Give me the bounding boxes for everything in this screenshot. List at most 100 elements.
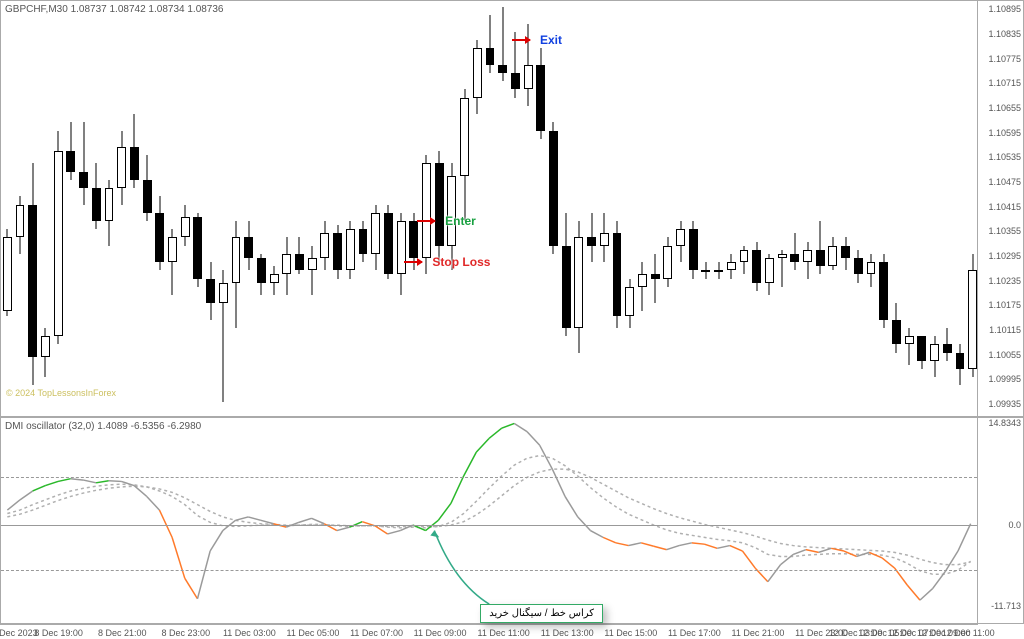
candle xyxy=(765,1,774,404)
candle xyxy=(727,1,736,404)
osc-y-tick: -11.713 xyxy=(991,601,1021,611)
candle xyxy=(409,1,418,404)
exit-annotation: Exit xyxy=(512,33,562,47)
x-tick-label: 8 Dec 23:00 xyxy=(162,628,211,638)
y-tick-label: 1.10775 xyxy=(988,54,1021,64)
candle xyxy=(193,1,202,404)
osc-y-tick: 14.8343 xyxy=(988,418,1021,428)
y-tick-label: 1.09935 xyxy=(988,399,1021,409)
exit-label: Exit xyxy=(540,33,562,47)
osc-y-tick: 0.0 xyxy=(1008,520,1021,530)
candle xyxy=(917,1,926,404)
candle xyxy=(244,1,253,404)
candle xyxy=(206,1,215,404)
candle xyxy=(397,1,406,404)
candle xyxy=(270,1,279,404)
candle xyxy=(956,1,965,404)
stop_loss-annotation: Stop Loss xyxy=(404,255,490,269)
oscillator-y-axis: 14.8343 0.0 -11.713 xyxy=(977,418,1023,623)
y-tick-label: 1.10055 xyxy=(988,350,1021,360)
candle xyxy=(105,1,114,404)
candle xyxy=(968,1,977,404)
enter-label: Enter xyxy=(445,214,476,228)
candle xyxy=(828,1,837,404)
x-tick-label: 11 Dec 03:00 xyxy=(223,628,276,638)
candle xyxy=(511,1,520,404)
time-axis: 8 Dec 20238 Dec 19:00 8 Dec 21:00 8 Dec 23… xyxy=(0,624,978,639)
candle xyxy=(232,1,241,404)
candle xyxy=(155,1,164,404)
candle xyxy=(28,1,37,404)
candle xyxy=(625,1,634,404)
candle xyxy=(130,1,139,404)
watermark-text: © 2024 TopLessonsInForex xyxy=(6,388,116,398)
candle xyxy=(92,1,101,404)
candle xyxy=(422,1,431,404)
candle xyxy=(143,1,152,404)
candle xyxy=(498,1,507,404)
candle xyxy=(905,1,914,404)
candle xyxy=(359,1,368,404)
candle xyxy=(778,1,787,404)
y-tick-label: 1.10295 xyxy=(988,251,1021,261)
x-tick-label: 8 Dec 21:00 xyxy=(98,628,147,638)
candle xyxy=(473,1,482,404)
candle xyxy=(740,1,749,404)
price-y-axis: 1.099351.099951.100551.101151.101751.102… xyxy=(977,1,1023,416)
candle xyxy=(613,1,622,404)
candle xyxy=(486,1,495,404)
x-tick-label: 11 Dec 11:00 xyxy=(478,628,530,638)
candle xyxy=(460,1,469,404)
candle xyxy=(282,1,291,404)
y-tick-label: 1.10355 xyxy=(988,226,1021,236)
oscillator-title: DMI oscillator (32,0) 1.4089 -6.5356 -6.… xyxy=(3,420,203,433)
y-tick-label: 1.10835 xyxy=(988,29,1021,39)
candle xyxy=(536,1,545,404)
y-tick-label: 1.09995 xyxy=(988,374,1021,384)
y-tick-label: 1.10475 xyxy=(988,177,1021,187)
candle xyxy=(943,1,952,404)
candle xyxy=(524,1,533,404)
candle xyxy=(41,1,50,404)
candle xyxy=(879,1,888,404)
y-tick-label: 1.10235 xyxy=(988,276,1021,286)
callout-pointer xyxy=(434,531,489,605)
candle xyxy=(3,1,12,404)
candle xyxy=(384,1,393,404)
y-tick-label: 1.10715 xyxy=(988,78,1021,88)
price-chart: GBPCHF,M30 1.08737 1.08742 1.08734 1.087… xyxy=(0,0,1024,417)
oscillator-plot-area[interactable]: کراس خط / سیگنال خرید xyxy=(1,418,977,609)
candle xyxy=(346,1,355,404)
candle xyxy=(257,1,266,404)
zero-line xyxy=(1,525,977,526)
candle xyxy=(168,1,177,404)
price-plot-area[interactable]: Exit Enter Stop Loss xyxy=(1,1,977,402)
x-tick-label: 8 Dec 19:00 xyxy=(34,628,83,638)
candle xyxy=(219,1,228,404)
x-tick-label: 11 Dec 05:00 xyxy=(287,628,340,638)
candle xyxy=(867,1,876,404)
candle xyxy=(295,1,304,404)
x-tick-label: 11 Dec 21:00 xyxy=(732,628,785,638)
candle xyxy=(435,1,444,404)
candle xyxy=(930,1,939,404)
y-tick-label: 1.10415 xyxy=(988,202,1021,212)
x-tick-label: 11 Dec 07:00 xyxy=(350,628,403,638)
candle xyxy=(600,1,609,404)
candle xyxy=(676,1,685,404)
candle xyxy=(892,1,901,404)
x-tick-label: 11 Dec 15:00 xyxy=(604,628,657,638)
ref-line xyxy=(1,477,977,478)
candle xyxy=(16,1,25,404)
candle xyxy=(587,1,596,404)
candle xyxy=(816,1,825,404)
arrow-icon xyxy=(417,220,435,222)
chart-title: GBPCHF,M30 1.08737 1.08742 1.08734 1.087… xyxy=(3,3,226,16)
y-tick-label: 1.10595 xyxy=(988,128,1021,138)
candle xyxy=(79,1,88,404)
candle xyxy=(181,1,190,404)
candle xyxy=(714,1,723,404)
candle xyxy=(117,1,126,404)
candle xyxy=(333,1,342,404)
x-tick-label: 8 Dec 2023 xyxy=(0,628,38,638)
